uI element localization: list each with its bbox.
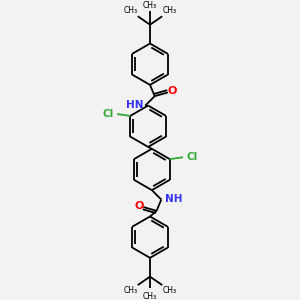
Text: Cl: Cl (187, 152, 198, 162)
Text: CH₃: CH₃ (143, 1, 157, 10)
Text: O: O (134, 201, 143, 211)
Text: HN: HN (126, 100, 143, 110)
Text: Cl: Cl (102, 109, 113, 119)
Text: O: O (168, 86, 177, 97)
Text: CH₃: CH₃ (143, 292, 157, 300)
Text: NH: NH (165, 194, 182, 204)
Text: CH₃: CH₃ (124, 6, 138, 15)
Text: CH₃: CH₃ (162, 6, 176, 15)
Text: CH₃: CH₃ (162, 286, 176, 295)
Text: CH₃: CH₃ (124, 286, 138, 295)
